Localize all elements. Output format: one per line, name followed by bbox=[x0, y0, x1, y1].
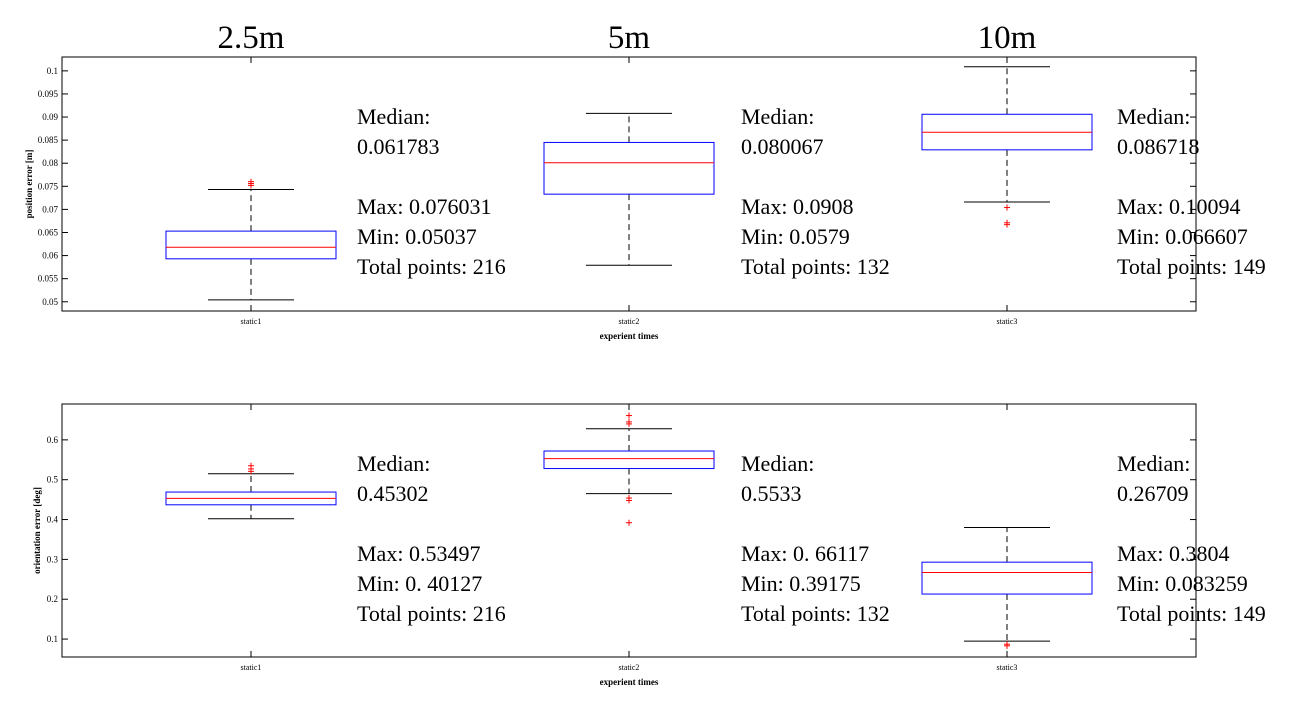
y-axis-label: orientation error [deg] bbox=[32, 487, 42, 574]
column-header: 10m bbox=[978, 20, 1037, 56]
iqr-box bbox=[921, 561, 1093, 595]
annotation-max: Max: 0.3804 bbox=[1117, 541, 1229, 566]
outlier-marker bbox=[1004, 641, 1010, 648]
annotation-median-value: 0.080067 bbox=[741, 134, 824, 159]
box-static2 bbox=[543, 412, 715, 526]
y-tick-label: 0.3 bbox=[47, 554, 59, 564]
y-tick-label: 0.6 bbox=[47, 435, 59, 445]
annotation-total-points: Total points: 132 bbox=[741, 254, 890, 279]
y-axis-label: position error [m] bbox=[24, 150, 34, 219]
outlier-marker bbox=[626, 519, 632, 526]
outlier-marker bbox=[248, 178, 254, 185]
box-static1 bbox=[165, 178, 337, 301]
annotation-min: Min: 0.066607 bbox=[1117, 224, 1248, 249]
annotation-total-points: Total points: 216 bbox=[357, 254, 506, 279]
iqr-box bbox=[543, 141, 715, 195]
annotation-block: Median: 0.061783 Max: 0.076031 Min: 0.05037… bbox=[357, 104, 506, 279]
annotation-max: Max: 0.10094 bbox=[1117, 194, 1240, 219]
annotation-max: Max: 0.0908 bbox=[741, 194, 853, 219]
outlier-marker bbox=[626, 418, 632, 425]
annotation-block: Median: 0.5533 Max: 0. 66117 Min: 0.39175 To… bbox=[741, 451, 890, 626]
y-tick-label: 0.5 bbox=[47, 475, 59, 485]
iqr-box bbox=[165, 230, 337, 260]
y-tick-label: 0.06 bbox=[42, 251, 58, 261]
annotation-block: Median: 0.080067 Max: 0.0908 Min: 0.0579 Tot… bbox=[741, 104, 890, 279]
annotation-total-points: Total points: 149 bbox=[1117, 254, 1266, 279]
annotation-min: Min: 0.083259 bbox=[1117, 571, 1248, 596]
annotation-median-label: Median: bbox=[741, 451, 814, 476]
y-tick-label: 0.09 bbox=[42, 112, 58, 122]
y-tick-label: 0.055 bbox=[38, 274, 59, 284]
position-error-panel: 0.05 0.055 0.06 0.065 0.07 0.075 0.08 0.085 0.09… bbox=[24, 56, 1266, 341]
y-tick-label: 0.085 bbox=[38, 135, 59, 145]
outlier-marker bbox=[626, 495, 632, 502]
x-tick-label: static1 bbox=[241, 317, 262, 326]
y-tick-label: 0.4 bbox=[47, 515, 59, 525]
annotation-max: Max: 0. 66117 bbox=[741, 541, 869, 566]
annotation-total-points: Total points: 149 bbox=[1117, 601, 1266, 626]
x-axis-label: experient times bbox=[600, 677, 659, 687]
outlier-marker bbox=[1004, 204, 1010, 211]
outlier-marker bbox=[248, 462, 254, 469]
x-axis-label: experient times bbox=[600, 331, 659, 341]
box-static3 bbox=[921, 527, 1093, 649]
annotation-max: Max: 0.53497 bbox=[357, 541, 480, 566]
annotation-total-points: Total points: 132 bbox=[741, 601, 890, 626]
y-tick-label: 0.05 bbox=[42, 297, 58, 307]
annotation-min: Min: 0.05037 bbox=[357, 224, 477, 249]
outlier-marker bbox=[1004, 221, 1010, 228]
annotation-median-value: 0.26709 bbox=[1117, 481, 1189, 506]
y-tick-label: 0.2 bbox=[47, 594, 58, 604]
column-header: 5m bbox=[608, 20, 651, 56]
annotation-median-label: Median: bbox=[1117, 104, 1190, 129]
annotation-median-value: 0.5533 bbox=[741, 481, 802, 506]
y-tick-label: 0.1 bbox=[47, 66, 58, 76]
outlier-marker bbox=[626, 412, 632, 419]
annotation-median-label: Median: bbox=[357, 104, 430, 129]
annotation-median-label: Median: bbox=[741, 104, 814, 129]
y-tick-label: 0.07 bbox=[42, 204, 58, 214]
annotation-median-label: Median: bbox=[357, 451, 430, 476]
box-static2 bbox=[543, 112, 715, 266]
x-tick-label: static2 bbox=[619, 663, 640, 672]
y-tick-label: 0.065 bbox=[38, 227, 59, 237]
y-tick-label: 0.095 bbox=[38, 89, 59, 99]
column-headers: 2.5m 5m 10m bbox=[218, 20, 1037, 56]
y-tick-label: 0.1 bbox=[47, 634, 58, 644]
annotation-min: Min: 0. 40127 bbox=[357, 571, 482, 596]
annotation-median-value: 0.061783 bbox=[357, 134, 440, 159]
annotation-block: Median: 0.086718 Max: 0.10094 Min: 0.066607… bbox=[1117, 104, 1266, 279]
annotation-median-value: 0.45302 bbox=[357, 481, 429, 506]
plot-frame bbox=[61, 403, 1197, 658]
box-static1 bbox=[165, 462, 337, 520]
x-tick-label: static3 bbox=[997, 317, 1018, 326]
x-tick-label: static2 bbox=[619, 317, 640, 326]
annotation-median-label: Median: bbox=[1117, 451, 1190, 476]
y-tick-label: 0.075 bbox=[38, 181, 59, 191]
orientation-error-panel: 0.1 0.2 0.3 0.4 0.5 0.6 orientation error [deg… bbox=[32, 403, 1266, 687]
annotation-block: Median: 0.26709 Max: 0.3804 Min: 0.083259 To… bbox=[1117, 451, 1266, 626]
y-tick-label: 0.08 bbox=[42, 158, 58, 168]
column-header: 2.5m bbox=[218, 20, 285, 56]
x-tick-label: static3 bbox=[997, 663, 1018, 672]
annotation-block: Median: 0.45302 Max: 0.53497 Min: 0. 40127 T… bbox=[357, 451, 506, 626]
annotation-max: Max: 0.076031 bbox=[357, 194, 491, 219]
iqr-box bbox=[543, 450, 715, 470]
annotation-total-points: Total points: 216 bbox=[357, 601, 506, 626]
box-static3 bbox=[921, 66, 1093, 228]
annotation-min: Min: 0.39175 bbox=[741, 571, 861, 596]
x-tick-label: static1 bbox=[241, 663, 262, 672]
annotation-median-value: 0.086718 bbox=[1117, 134, 1200, 159]
annotation-min: Min: 0.0579 bbox=[741, 224, 850, 249]
